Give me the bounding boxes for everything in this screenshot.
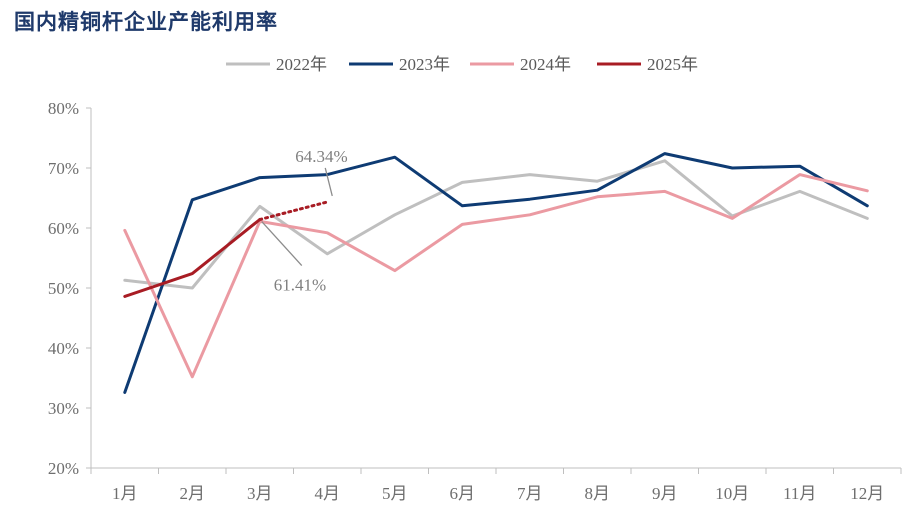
annotation-label: 64.34% <box>295 147 347 166</box>
x-tick-label: 6月 <box>450 484 476 503</box>
series-forecast-dotted-line <box>258 200 329 222</box>
annotation-leader-line <box>324 167 333 197</box>
x-tick-label: 7月 <box>517 484 543 503</box>
x-tick-label: 5月 <box>382 484 408 503</box>
y-tick-label: 60% <box>48 219 79 238</box>
legend-label: 2023年 <box>399 55 450 74</box>
x-tick-label: 2月 <box>180 484 206 503</box>
x-tick-label: 3月 <box>247 484 273 503</box>
series-line-2024年 <box>123 173 869 379</box>
x-tick-label: 10月 <box>715 484 749 503</box>
annotation-label: 61.41% <box>274 276 326 295</box>
y-tick-label: 70% <box>48 159 79 178</box>
axes: 20% 30% 40% 50% 60% 70% 80% 1月 2月 3月 4月 5月 6月 7月 8月 9月 1… <box>48 99 902 503</box>
legend: 2022年 2023年 2024年 2025年 <box>226 55 698 74</box>
y-tick-label: 40% <box>48 339 79 358</box>
annotations: 64.34% 61.41% <box>261 147 348 295</box>
x-tick-label: 1月 <box>112 484 138 503</box>
annotation-leader-line <box>261 221 303 266</box>
x-tick-label: 4月 <box>315 484 341 503</box>
x-tick-label: 9月 <box>652 484 678 503</box>
series-line-2025年 <box>123 218 262 298</box>
legend-label: 2025年 <box>647 55 698 74</box>
x-tick-label: 12月 <box>850 484 884 503</box>
y-tick-label: 30% <box>48 399 79 418</box>
series-line-2023年 <box>123 152 869 394</box>
chart-title: 国内精铜杆企业产能利用率 <box>14 9 278 34</box>
x-tick-label: 8月 <box>585 484 611 503</box>
y-tick-label: 50% <box>48 279 79 298</box>
x-tick-label: 11月 <box>783 484 816 503</box>
y-tick-label: 80% <box>48 99 79 118</box>
y-tick-label: 20% <box>48 459 79 478</box>
legend-label: 2024年 <box>520 55 571 74</box>
legend-label: 2022年 <box>276 55 327 74</box>
series-lines <box>123 152 869 394</box>
series-line-2022年 <box>123 159 869 290</box>
